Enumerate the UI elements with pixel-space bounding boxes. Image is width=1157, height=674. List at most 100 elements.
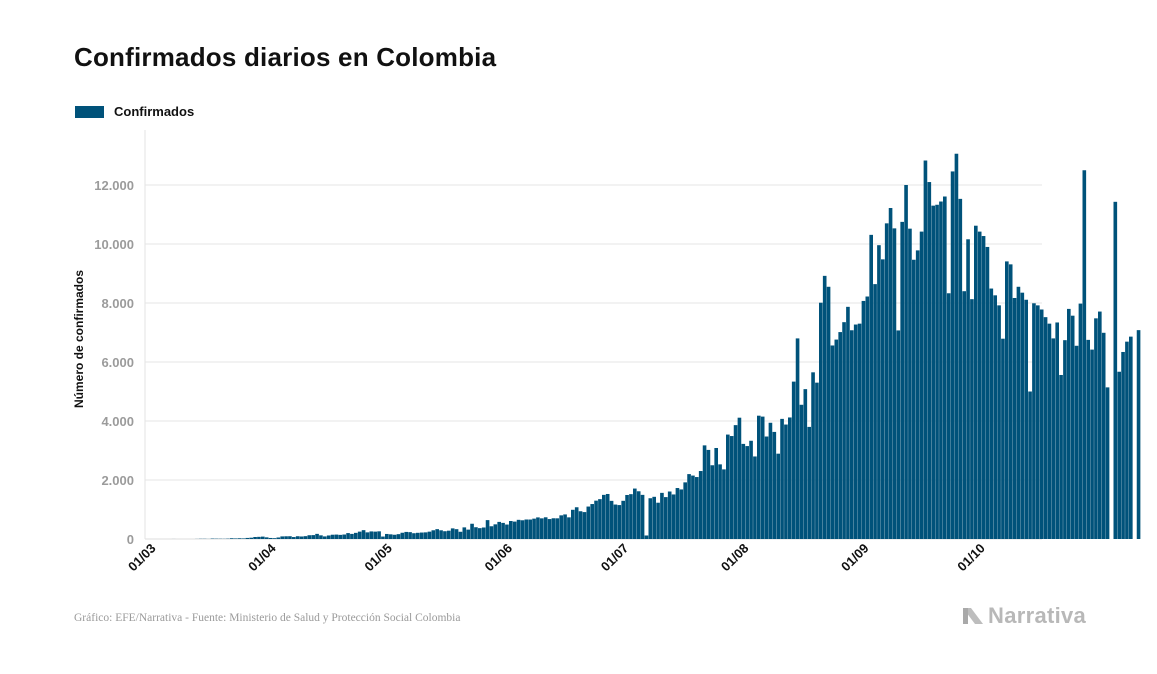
bar [768, 422, 773, 539]
bar [245, 537, 250, 539]
bar [939, 201, 943, 539]
bar [648, 498, 653, 539]
bar [679, 489, 684, 539]
y-tick-label: 8.000 [101, 296, 134, 311]
bar [954, 153, 959, 540]
bar [908, 228, 912, 539]
bar [757, 415, 761, 539]
bar [412, 533, 416, 539]
bar [977, 231, 982, 540]
bar [664, 497, 668, 539]
bar [772, 431, 777, 539]
bar [807, 426, 811, 539]
bar [563, 514, 567, 539]
bar [443, 531, 447, 539]
bar [788, 417, 792, 539]
bar [276, 537, 281, 539]
bar [888, 208, 893, 539]
source-footnote: Gráfico: EFE/Narrativa - Fuente: Ministe… [74, 612, 461, 624]
bar [571, 509, 575, 539]
bar [718, 464, 722, 539]
bar [280, 536, 284, 539]
bar [970, 299, 974, 539]
bar [652, 496, 656, 539]
bar [733, 425, 738, 539]
bar [892, 228, 897, 540]
bar [1020, 292, 1025, 539]
bar [710, 465, 715, 539]
bar [354, 532, 358, 539]
bar [869, 234, 873, 540]
bar [815, 382, 819, 539]
y-tick-label: 4.000 [101, 414, 134, 429]
bar [776, 453, 780, 539]
bar [629, 494, 633, 539]
bar [350, 533, 354, 539]
bar [493, 524, 498, 539]
bar [567, 517, 571, 539]
bar [660, 492, 664, 539]
bar [799, 404, 804, 539]
bar [249, 537, 253, 539]
bar [284, 536, 288, 539]
bar [315, 533, 319, 539]
bar [361, 530, 366, 539]
bar [334, 534, 339, 539]
bar [1074, 345, 1079, 539]
bar [241, 538, 246, 539]
y-tick-label: 10.000 [94, 237, 134, 252]
bar [423, 532, 428, 539]
bar [299, 536, 304, 539]
bar [846, 306, 850, 539]
bar [795, 338, 800, 539]
bar [1024, 299, 1028, 539]
bar [621, 500, 625, 539]
bar [749, 440, 753, 539]
y-tick-label: 6.000 [101, 355, 134, 370]
bar [861, 300, 866, 539]
bar [993, 295, 997, 539]
legend: Confirmados [75, 104, 194, 119]
bar [466, 529, 470, 539]
bar [590, 504, 594, 539]
bar [1117, 371, 1121, 539]
bar [706, 449, 711, 539]
bar [264, 537, 269, 539]
bar [838, 332, 842, 539]
bar [489, 526, 494, 539]
x-axis-ticks: 01/03 01/04 01/05 01/06 01/07 01/08 01/09 01/10 [125, 540, 988, 574]
bar [1136, 330, 1141, 539]
gridlines [145, 184, 1042, 540]
bar [509, 521, 513, 539]
bar [485, 520, 490, 539]
bar [338, 534, 343, 539]
bar [505, 524, 509, 539]
bar [551, 518, 556, 539]
bar [737, 417, 742, 539]
bar [613, 504, 618, 539]
bar [714, 447, 718, 539]
bar [547, 519, 552, 539]
bar [1078, 303, 1083, 539]
bar [520, 520, 525, 539]
bar [1012, 297, 1017, 539]
bar [373, 531, 377, 539]
bar [268, 537, 273, 539]
x-tick-label: 01/06 [482, 541, 516, 575]
bar [919, 231, 924, 540]
bar [826, 286, 831, 539]
bar [540, 518, 544, 539]
bar [877, 245, 881, 539]
bar [1090, 349, 1094, 539]
bar [702, 445, 707, 539]
bar [912, 259, 916, 539]
bar [935, 204, 939, 539]
bar [1005, 261, 1009, 539]
bar [408, 532, 412, 539]
bar [357, 531, 362, 539]
bar [803, 389, 808, 539]
bar [819, 302, 823, 539]
bar [369, 531, 374, 539]
bar [1098, 311, 1102, 539]
